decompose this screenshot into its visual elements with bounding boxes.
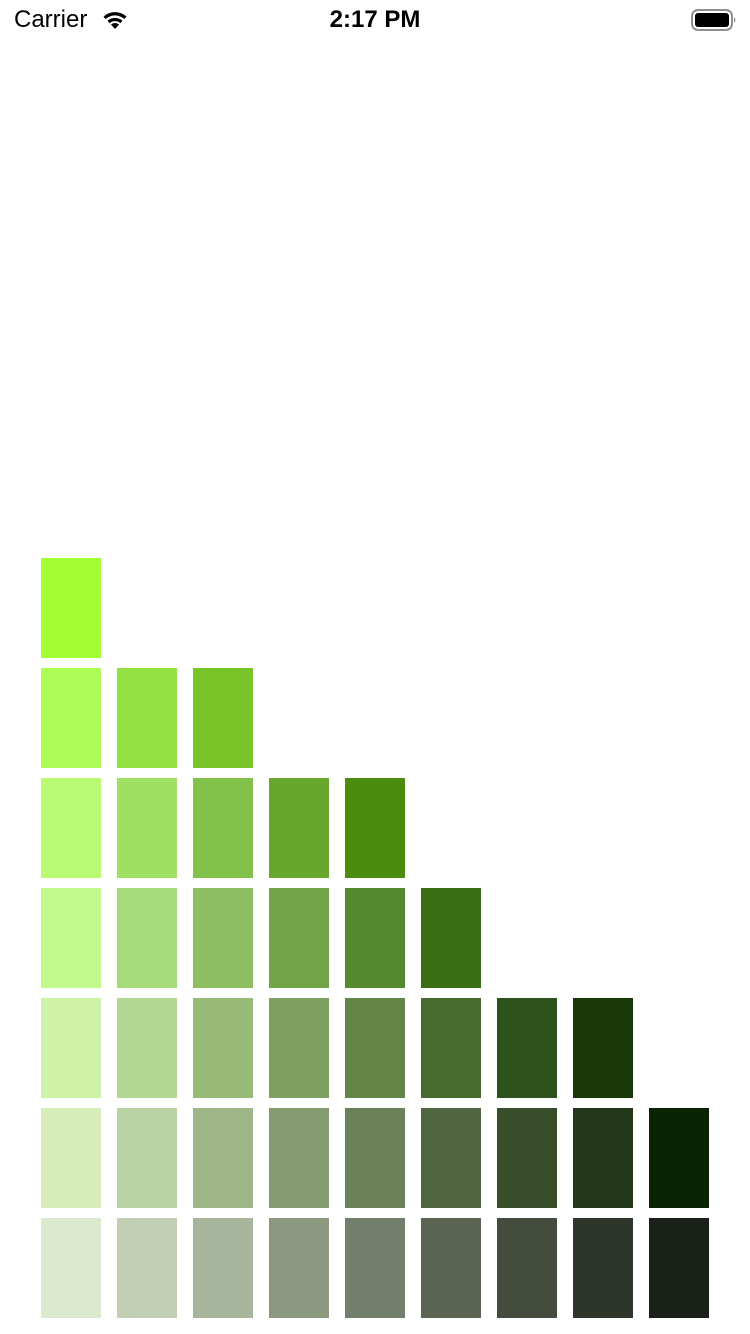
color-swatch[interactable] [649, 1218, 709, 1318]
color-swatch[interactable] [573, 1218, 633, 1318]
battery-icon [691, 9, 736, 31]
clock-time: 2:17 PM [329, 6, 421, 33]
color-swatch[interactable] [345, 1108, 405, 1208]
color-swatch[interactable] [193, 1218, 253, 1318]
color-swatch[interactable] [345, 998, 405, 1098]
color-swatch[interactable] [269, 888, 329, 988]
color-swatch[interactable] [497, 1218, 557, 1318]
color-swatch[interactable] [117, 888, 177, 988]
color-swatch[interactable] [41, 778, 101, 878]
color-swatch[interactable] [41, 888, 101, 988]
color-swatch[interactable] [269, 1108, 329, 1208]
color-swatch[interactable] [573, 1108, 633, 1208]
wifi-icon [103, 12, 127, 29]
color-swatch[interactable] [345, 888, 405, 988]
color-swatch[interactable] [193, 998, 253, 1098]
color-swatch[interactable] [193, 1108, 253, 1208]
color-swatch[interactable] [41, 668, 101, 768]
color-swatch[interactable] [117, 1108, 177, 1208]
color-swatch[interactable] [269, 998, 329, 1098]
status-bar: Carrier 2:17 PM [0, 0, 750, 40]
color-swatch[interactable] [573, 998, 633, 1098]
color-swatch[interactable] [193, 668, 253, 768]
color-swatch[interactable] [421, 888, 481, 988]
color-swatch[interactable] [497, 998, 557, 1098]
color-swatch[interactable] [345, 1218, 405, 1318]
color-swatch[interactable] [269, 778, 329, 878]
color-swatch[interactable] [345, 778, 405, 878]
color-swatch[interactable] [649, 1108, 709, 1208]
color-swatch[interactable] [41, 998, 101, 1098]
color-swatch[interactable] [41, 558, 101, 658]
color-swatch[interactable] [41, 1108, 101, 1208]
color-swatch[interactable] [117, 998, 177, 1098]
color-swatch[interactable] [41, 1218, 101, 1318]
color-swatch[interactable] [421, 1108, 481, 1208]
carrier-label: Carrier [14, 6, 88, 33]
color-swatch[interactable] [421, 998, 481, 1098]
color-swatch[interactable] [117, 1218, 177, 1318]
color-swatch[interactable] [117, 778, 177, 878]
color-swatch[interactable] [193, 888, 253, 988]
color-swatch[interactable] [117, 668, 177, 768]
color-swatch[interactable] [421, 1218, 481, 1318]
color-swatch[interactable] [497, 1108, 557, 1208]
color-swatch[interactable] [193, 778, 253, 878]
color-swatch[interactable] [269, 1218, 329, 1318]
